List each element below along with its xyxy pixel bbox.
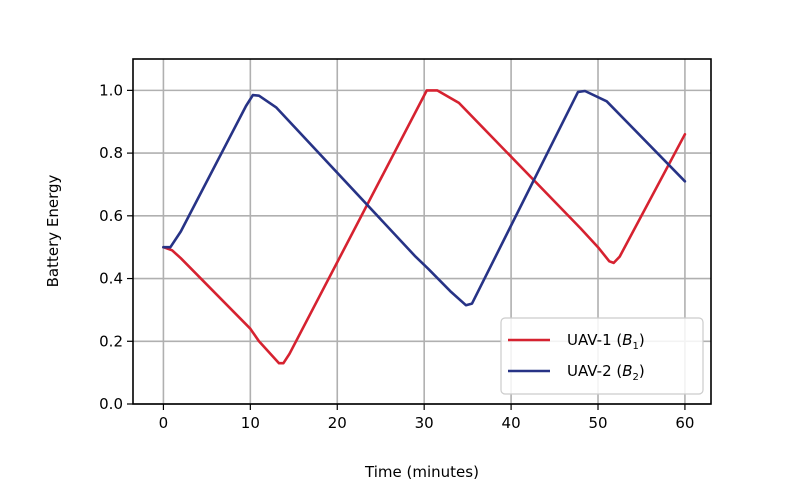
y-tick-label: 0.0 bbox=[99, 395, 123, 413]
y-tick-label: 1.0 bbox=[99, 81, 123, 99]
series-lines bbox=[162, 89, 687, 365]
x-axis: 0 10 20 30 40 50 60 bbox=[159, 404, 694, 432]
y-axis-title: Battery Energy bbox=[44, 174, 62, 287]
legend-label-uav2: UAV-2 (B2) bbox=[567, 362, 645, 383]
grid-lines bbox=[133, 59, 711, 405]
y-tick-label: 0.6 bbox=[99, 207, 123, 225]
x-tick-label: 30 bbox=[415, 414, 434, 432]
y-axis: 0.0 0.2 0.4 0.6 0.8 1.0 bbox=[99, 81, 133, 413]
x-tick-label: 50 bbox=[588, 414, 607, 432]
series-line-uav2 bbox=[162, 89, 687, 307]
x-axis-title: Time (minutes) bbox=[364, 463, 479, 481]
x-tick-label: 40 bbox=[502, 414, 521, 432]
plot-frame bbox=[132, 58, 712, 405]
legend: UAV-1 (B1) UAV-2 (B2) bbox=[500, 317, 704, 395]
y-tick-label: 0.4 bbox=[99, 270, 123, 288]
y-tick-label: 0.8 bbox=[99, 144, 123, 162]
x-tick-label: 10 bbox=[241, 414, 260, 432]
x-tick-label: 60 bbox=[675, 414, 694, 432]
legend-label-uav1: UAV-1 (B1) bbox=[567, 331, 645, 352]
y-tick-label: 0.2 bbox=[99, 332, 123, 350]
legend-box bbox=[500, 317, 704, 395]
x-tick-label: 20 bbox=[328, 414, 347, 432]
series-line-uav1 bbox=[162, 89, 687, 365]
x-tick-label: 0 bbox=[159, 414, 169, 432]
